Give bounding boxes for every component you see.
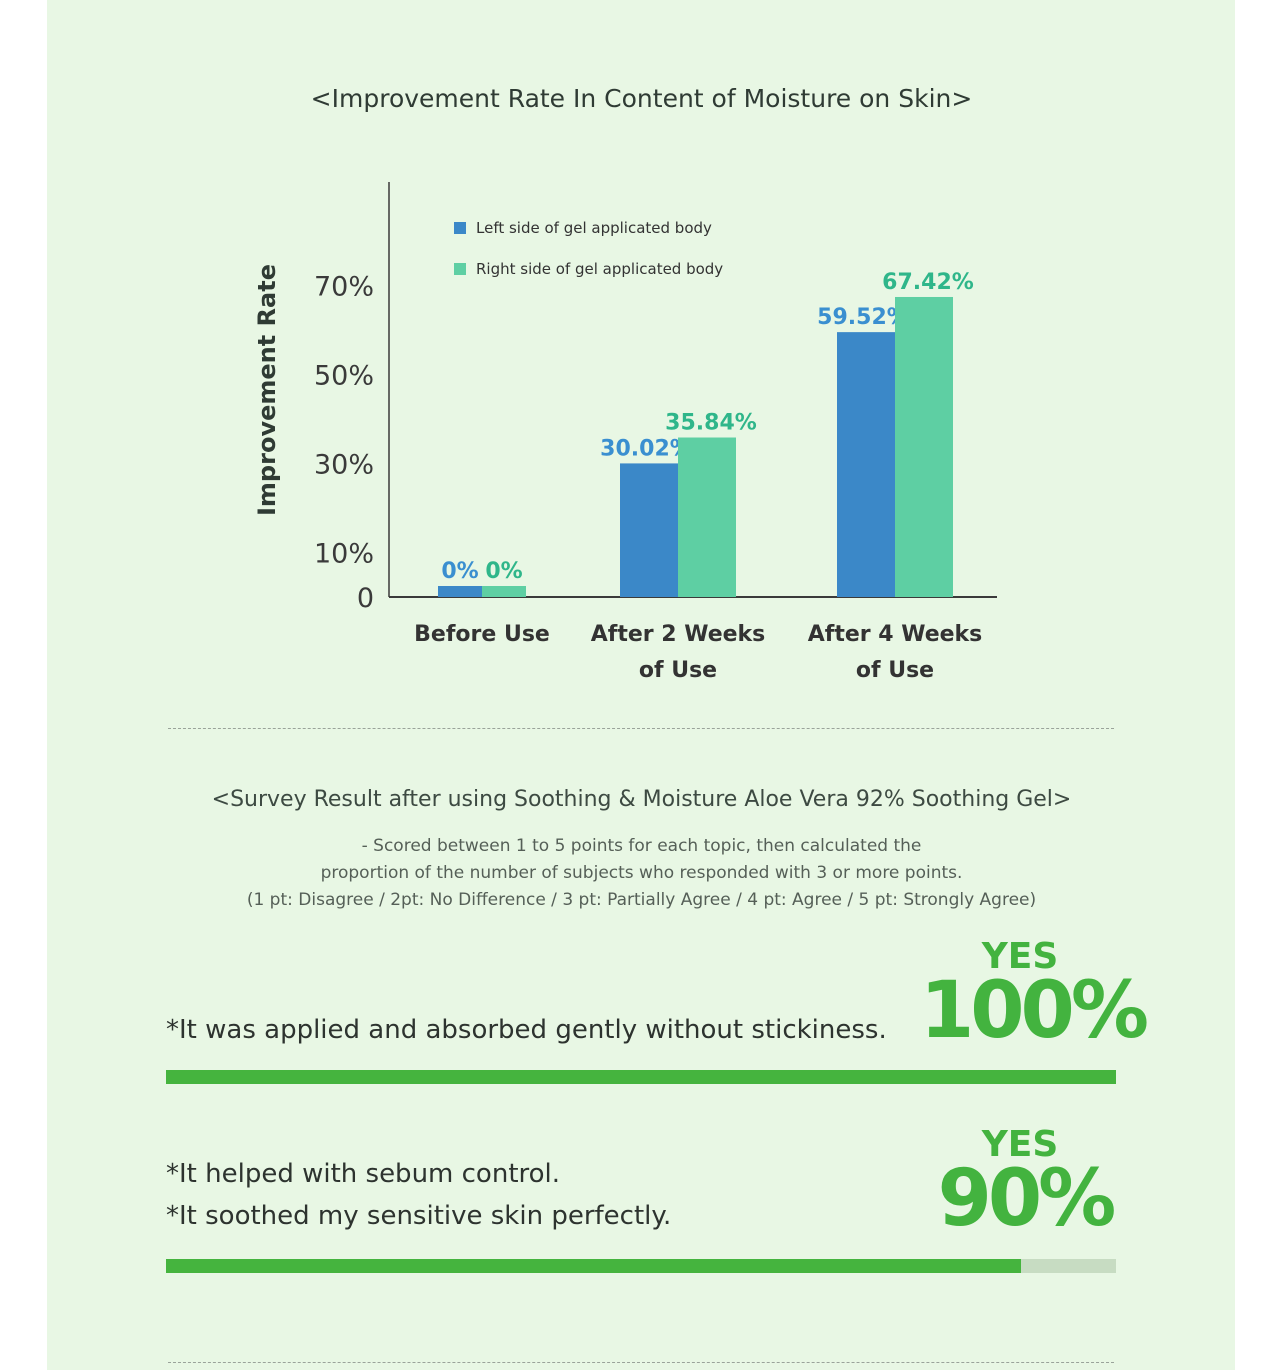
bar	[837, 332, 895, 597]
x-category-label: After 2 Weeks	[591, 622, 766, 647]
survey-note-line-1: - Scored between 1 to 5 points for each …	[361, 836, 922, 856]
bar-value-label: 0%	[441, 559, 478, 584]
y-tick-label: 50%	[314, 361, 374, 392]
survey-progress-bar-2	[166, 1259, 1116, 1273]
x-category-label: Before Use	[414, 622, 550, 647]
y-axis-title: Improvement Rate	[253, 264, 281, 516]
survey-progress-bar-1	[166, 1070, 1116, 1084]
survey-percent-1: 100%	[920, 966, 1149, 1056]
survey-statement-1: *It was applied and absorbed gently with…	[166, 1015, 887, 1045]
y-tick-label: 10%	[314, 539, 374, 570]
y-tick-label: 70%	[314, 272, 374, 303]
section-divider-bottom	[168, 1362, 1114, 1363]
bar	[482, 586, 526, 597]
survey-statement-2a: *It helped with sebum control.	[166, 1159, 561, 1189]
survey-progress-fill-2	[166, 1259, 1021, 1273]
legend-label: Right side of gel applicated body	[476, 260, 723, 278]
bar-value-label: 59.52%	[817, 305, 909, 330]
bar	[438, 586, 482, 597]
survey-title: <Survey Result after using Soothing & Mo…	[211, 787, 1072, 812]
bar-value-label: 30.02%	[600, 436, 692, 461]
section-divider	[168, 728, 1114, 729]
survey-note-line-3: (1 pt: Disagree / 2pt: No Difference / 3…	[246, 890, 1037, 910]
legend-swatch	[454, 222, 466, 234]
survey-yes-label-2: YES	[981, 1124, 1059, 1165]
survey-statement-2b: *It soothed my sensitive skin perfectly.	[166, 1201, 672, 1231]
legend-swatch	[454, 263, 466, 275]
legend-label: Left side of gel applicated body	[476, 219, 712, 237]
survey-progress-fill-1	[166, 1070, 1116, 1084]
bar	[678, 437, 736, 597]
survey-yes-label-1: YES	[981, 936, 1059, 977]
chart-title: <Improvement Rate In Content of Moisture…	[310, 84, 973, 113]
x-category-label-line2: of Use	[856, 658, 934, 683]
moisture-bar-chart: 70% 50% 30% 10% 0 Improvement Rate Left side o…	[253, 182, 997, 683]
infographic-panel	[47, 0, 1235, 1370]
survey-percent-2: 90%	[937, 1154, 1117, 1244]
x-category-label-line2: of Use	[639, 658, 717, 683]
bar-value-label: 67.42%	[882, 270, 974, 295]
bar-value-label: 0%	[485, 559, 522, 584]
bar	[620, 463, 678, 597]
x-category-label: After 4 Weeks	[808, 622, 983, 647]
bar	[895, 296, 953, 597]
y-tick-label: 0	[357, 583, 374, 614]
y-tick-label: 30%	[314, 450, 374, 481]
bar-value-label: 35.84%	[665, 411, 757, 436]
survey-note-line-2: proportion of the number of subjects who…	[320, 863, 963, 883]
